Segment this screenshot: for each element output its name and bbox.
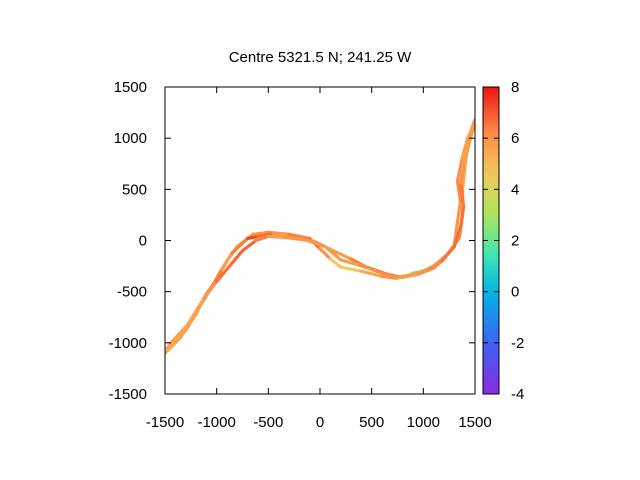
track-segment	[458, 205, 466, 229]
track-segment	[463, 138, 472, 165]
track-series	[167, 121, 475, 347]
track-segment	[440, 245, 456, 263]
y-tick-label: -1500	[109, 386, 147, 403]
track-segment	[230, 249, 245, 265]
chart-title: Centre 5321.5 N; 241.25 W	[229, 49, 412, 66]
track-segment	[215, 261, 234, 284]
x-tick-label: 500	[359, 414, 384, 431]
track-segment	[256, 231, 276, 239]
colorbar: -4 -2 0 2 4 6 8	[482, 79, 524, 403]
track-segment	[186, 296, 206, 327]
track-segment	[318, 247, 332, 261]
y-tick-label: -500	[117, 284, 147, 301]
track-segment	[455, 200, 463, 224]
track-segment	[220, 251, 234, 271]
y-tick-label: 1000	[114, 130, 147, 147]
track-segment	[359, 269, 384, 278]
track-segment	[287, 232, 312, 241]
track-segment	[455, 154, 465, 183]
y-tick-label: 500	[122, 181, 147, 198]
track-segment	[302, 237, 327, 249]
track-segment	[202, 279, 219, 300]
track-segment	[339, 265, 363, 273]
track-segment	[426, 259, 444, 271]
y-tick-label: 0	[139, 233, 147, 250]
track-segment	[328, 257, 343, 269]
track-segment	[452, 225, 463, 249]
y-tick-label: 1500	[114, 79, 147, 96]
track-segment	[461, 136, 470, 159]
x-tick-label: 0	[316, 414, 324, 431]
track-segment	[357, 263, 379, 273]
plot-frame	[164, 86, 476, 395]
track-segment	[333, 250, 353, 261]
track-segment	[167, 322, 190, 347]
colorbar-tick-label: -2	[511, 335, 524, 352]
track-segment	[246, 234, 260, 241]
track-segment	[339, 258, 361, 267]
colorbar-tick-label: 0	[511, 284, 519, 301]
track-series	[165, 118, 475, 355]
colorbar-tick-label: 2	[511, 233, 519, 250]
track-segment	[392, 273, 413, 279]
track-segment	[165, 336, 183, 355]
track-segment	[266, 234, 286, 240]
x-tick-label: 1000	[407, 414, 440, 431]
track-segment	[458, 181, 466, 209]
track-segment	[375, 269, 396, 279]
track-segment	[282, 235, 307, 242]
track-segment	[458, 161, 467, 185]
x-tick-label: -500	[253, 414, 283, 431]
track-segment	[251, 230, 270, 236]
track-segment	[254, 234, 270, 243]
colorbar-tick-label: -4	[511, 386, 524, 403]
track-segment	[230, 236, 250, 255]
colorbar-tick-label: 6	[511, 130, 519, 147]
x-tick-label: -1500	[146, 414, 184, 431]
track-segment	[409, 267, 431, 277]
x-axis: -1500 -1000 -500 0 500 1000 1500	[146, 87, 492, 431]
colorbar-tick-label: 4	[511, 181, 519, 198]
track-segment	[323, 245, 343, 262]
track-segment	[240, 238, 258, 253]
x-tick-label: -1000	[197, 414, 235, 431]
plot-area	[165, 118, 475, 355]
y-tick-label: -1000	[109, 335, 147, 352]
track-segment	[468, 121, 475, 142]
colorbar-tick-label: 8	[511, 79, 519, 96]
colorbar-gradient	[483, 87, 499, 394]
y-axis: -1500 -1000 -500 0 500 1000 1500	[109, 79, 475, 403]
x-tick-label: 1500	[458, 414, 491, 431]
track-series	[165, 123, 475, 350]
track-segment	[455, 179, 463, 204]
